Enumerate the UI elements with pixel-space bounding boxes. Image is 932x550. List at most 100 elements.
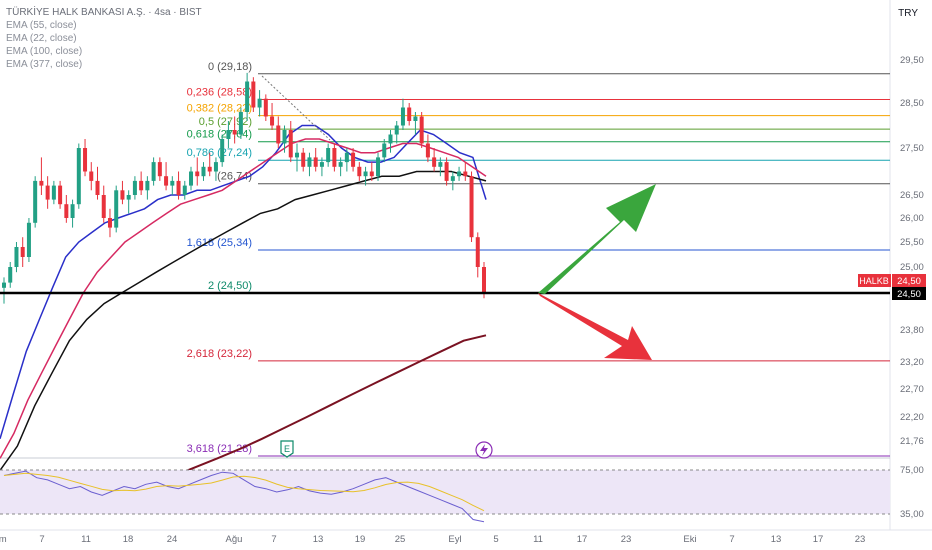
chart-title: TÜRKİYE HALK BANKASI A.Ş. · 4sa · BIST — [6, 7, 202, 18]
candle-body — [89, 171, 94, 181]
rsi-ma-line — [3, 472, 485, 512]
candle-body — [213, 162, 218, 172]
candle-body — [201, 166, 206, 177]
candle-body — [251, 81, 256, 108]
candle-body — [270, 116, 275, 126]
indicator-label[interactable]: EMA (22, close) — [6, 33, 77, 44]
fib-level-label: 2,618 (23,22) — [187, 348, 252, 360]
indicator-label[interactable]: EMA (55, close) — [6, 20, 77, 31]
time-tick-label: 23 — [855, 534, 866, 545]
candle-body — [114, 190, 119, 228]
time-tick-label: 17 — [577, 534, 588, 545]
dividend-marker-icon[interactable] — [475, 441, 493, 459]
candle-body — [332, 148, 337, 167]
candle-body — [319, 162, 324, 167]
candle-body — [64, 204, 69, 218]
up-arrow-icon — [538, 184, 656, 294]
candle-body — [139, 180, 144, 191]
candle-body — [170, 180, 175, 186]
fib-level-label: (26,74) — [217, 171, 252, 183]
price-tick-label: 22,70 — [900, 384, 924, 395]
time-tick-label: 7 — [271, 534, 276, 545]
time-tick-label: 18 — [123, 534, 134, 545]
candle-body — [294, 152, 299, 158]
candle-body — [357, 166, 362, 177]
price-tick-label: 26,50 — [900, 190, 924, 201]
fib-level-label: 3,618 (21,28) — [187, 443, 252, 455]
indicator-label[interactable]: EMA (100, close) — [6, 46, 83, 57]
time-tick-label: Ağu — [226, 534, 243, 545]
candle-body — [475, 237, 480, 267]
time-tick-label: 13 — [771, 534, 782, 545]
candle-body — [132, 180, 137, 195]
candle-body — [313, 157, 318, 167]
candle-body — [83, 148, 88, 172]
candle-body — [14, 247, 19, 267]
candle-body — [450, 176, 455, 181]
ema-line — [0, 124, 487, 440]
ema-line — [0, 138, 487, 459]
price-tick-label: 23,20 — [900, 357, 924, 368]
ema-line — [149, 334, 487, 487]
time-tick-label: Eyl — [448, 534, 461, 545]
candle-body — [432, 157, 437, 167]
candle-body — [51, 185, 56, 200]
candle-body — [220, 139, 225, 163]
candle-body — [232, 130, 237, 135]
candle-body — [363, 171, 368, 177]
fibonacci-levels: 0 (29,18) 0,236 (28,58) 0,382 (28,22)0,5 (… — [187, 61, 890, 457]
candle-body — [351, 152, 356, 167]
candle-body — [463, 171, 468, 177]
price-tick-label: 21,76 — [900, 436, 924, 447]
candle-body — [263, 98, 268, 117]
price-tick-label: 22,20 — [900, 412, 924, 423]
candle-body — [107, 218, 112, 228]
line-price-tag: 24,50 — [892, 287, 926, 300]
rsi-line — [3, 470, 485, 523]
line-price-label: 24,50 — [897, 289, 921, 300]
indicator-label[interactable]: EMA (377, close) — [6, 59, 83, 70]
price-tick-label: 25,00 — [900, 262, 924, 273]
candle-body — [151, 162, 156, 181]
time-tick-label: 5 — [493, 534, 498, 545]
candle-body — [95, 180, 100, 195]
rsi-tick-label: 75,00 — [900, 465, 924, 476]
candle-body — [58, 185, 63, 205]
price-tick-label: 29,50 — [900, 55, 924, 66]
time-tick-label: 17 — [813, 534, 824, 545]
fib-level-label: 0,382 (28,22) — [187, 103, 252, 115]
fib-level-label: 0,236 (28,58) — [187, 87, 252, 99]
indicator-legend: TÜRKİYE HALK BANKASI A.Ş. · 4sa · BIST E… — [6, 6, 202, 71]
time-tick-label: 24 — [167, 534, 178, 545]
candle-body — [388, 134, 393, 144]
price-tick-label: 28,50 — [900, 98, 924, 109]
symbol-label: HALKB — [859, 276, 889, 286]
rsi-tick-label: 35,00 — [900, 509, 924, 520]
earnings-marker-icon[interactable]: E — [280, 440, 294, 458]
candle-body — [70, 204, 75, 218]
candle-body — [207, 166, 212, 172]
time-tick-label: 25 — [395, 534, 406, 545]
candle-body — [282, 130, 287, 144]
time-tick-label: 23 — [621, 534, 632, 545]
candle-body — [20, 247, 25, 257]
symbol-price-tag: HALKB 24,50 — [858, 274, 926, 287]
last-price-label: 24,50 — [897, 276, 921, 287]
candle-body — [394, 125, 399, 135]
candle-body — [238, 112, 243, 135]
rsi-pane: 75,00 35,00 — [0, 465, 924, 523]
candle-body — [307, 157, 312, 167]
candle-body — [39, 180, 44, 186]
candle-body — [245, 81, 250, 112]
svg-text:E: E — [284, 444, 290, 454]
time-tick-label: Eki — [683, 534, 696, 545]
ema-line — [0, 170, 487, 471]
candle-body — [176, 180, 181, 195]
candle-body — [126, 195, 131, 200]
candle-body — [419, 116, 424, 144]
price-tick-label: 25,50 — [900, 237, 924, 248]
candle-body — [101, 195, 106, 218]
time-tick-label: 11 — [533, 534, 543, 545]
candle-body — [164, 176, 169, 186]
